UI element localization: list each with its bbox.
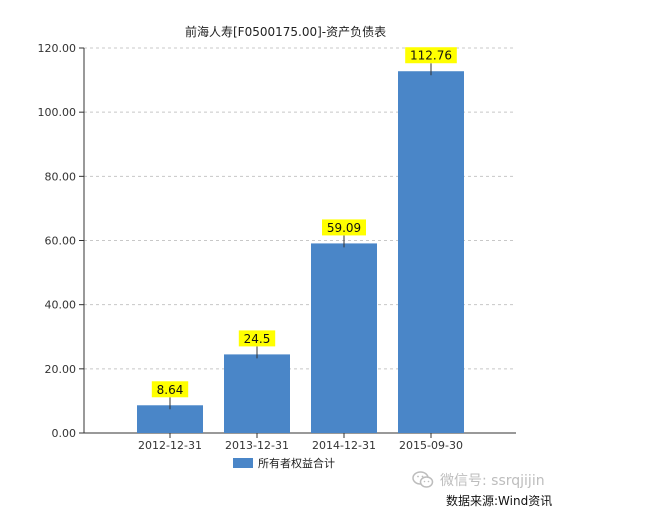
y-tick-label: 100.00 <box>38 106 77 119</box>
y-tick-label: 20.00 <box>45 363 77 376</box>
legend-swatch <box>233 458 253 468</box>
source-note: 数据来源:Wind资讯 <box>446 494 553 508</box>
legend-label: 所有者权益合计 <box>258 457 335 470</box>
y-tick-label: 60.00 <box>45 235 77 248</box>
bar <box>224 354 290 433</box>
watermark: 微信号: ssrqjijin <box>412 470 545 490</box>
y-tick-label: 40.00 <box>45 299 77 312</box>
data-label: 59.09 <box>327 221 361 235</box>
data-label: 8.64 <box>157 383 184 397</box>
chart-title: 前海人寿[F0500175.00]-资产负债表 <box>185 25 387 39</box>
watermark-text: 微信号: ssrqjijin <box>440 473 545 489</box>
y-tick-label: 120.00 <box>38 42 77 55</box>
x-tick-label: 2012-12-31 <box>138 439 202 452</box>
y-tick-label: 0.00 <box>52 427 77 440</box>
x-tick-label: 2013-12-31 <box>225 439 289 452</box>
bar <box>137 405 203 433</box>
y-tick-label: 80.00 <box>45 170 77 183</box>
data-label-bg <box>238 330 276 347</box>
bar <box>311 243 377 433</box>
x-tick-label: 2015-09-30 <box>399 439 463 452</box>
wechat-icon <box>412 471 434 488</box>
data-label: 24.5 <box>244 332 271 346</box>
x-tick-label: 2014-12-31 <box>312 439 376 452</box>
data-label-bg <box>322 219 366 236</box>
data-label-bg <box>151 381 189 398</box>
data-label-bg <box>405 47 457 64</box>
bar <box>398 71 464 433</box>
legend: 所有者权益合计 <box>233 455 335 471</box>
data-label: 112.76 <box>410 49 452 63</box>
